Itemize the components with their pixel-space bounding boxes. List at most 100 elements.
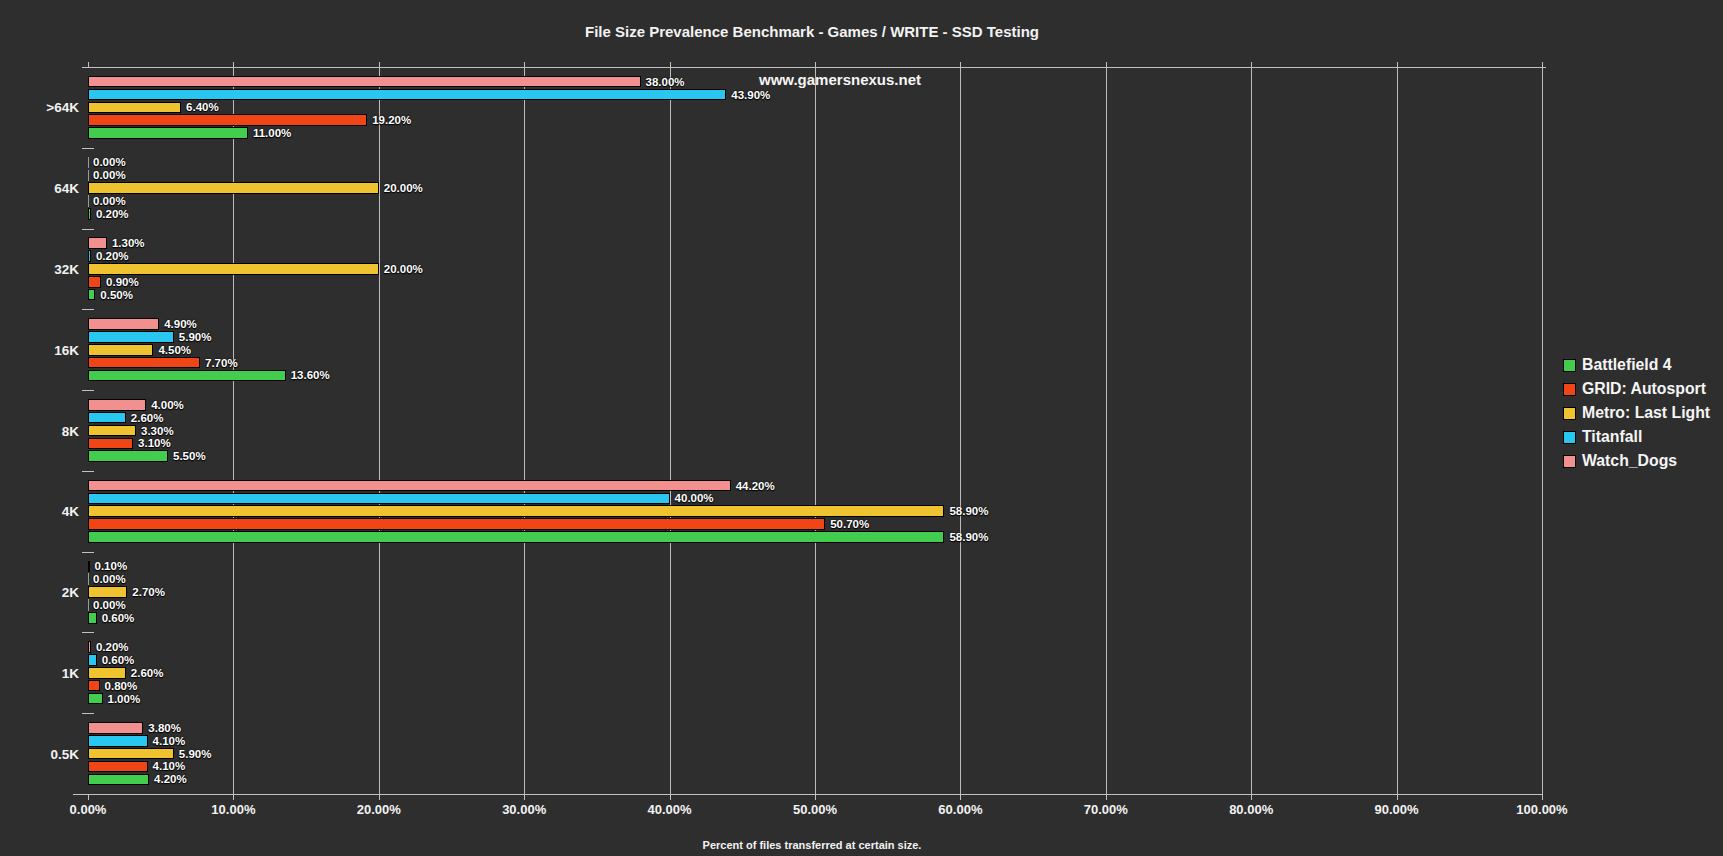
legend-item: Titanfall [1563,428,1642,446]
gridline [379,67,380,794]
category-label: 4K [0,504,79,519]
value-label: 4.50% [158,344,191,356]
top-axis-tick [1542,62,1543,67]
x-tick-label: 90.00% [1375,802,1419,817]
bar-Titanfall-4K [88,493,670,505]
value-label: 38.00% [646,76,685,88]
bar-Battlefield 4-64K [88,208,91,220]
x-axis-tick [1251,794,1252,800]
gridline [815,67,816,794]
value-label: 0.20% [96,641,129,653]
value-label: 4.10% [153,760,186,772]
top-axis-line [82,67,1546,68]
y-axis-tick [82,309,94,310]
category-label: 0.5K [0,746,79,761]
bar-Metro: Last Light-8K [88,425,136,437]
legend-label: Titanfall [1582,428,1642,446]
x-axis-tick [1542,794,1543,800]
bar-Watch_Dogs-4K [88,480,731,492]
x-axis-tick [379,794,380,800]
legend-label: Metro: Last Light [1582,404,1710,422]
top-axis-tick [815,62,816,67]
bar-Watch_Dogs-32K [88,237,107,249]
y-axis-tick [82,390,94,391]
legend-label: Watch_Dogs [1582,452,1677,470]
value-label: 0.00% [93,195,126,207]
value-label: 13.60% [291,369,330,381]
value-label: 0.90% [106,276,139,288]
x-tick-label: 20.00% [357,802,401,817]
value-label: 4.20% [154,773,187,785]
category-label: 64K [0,181,79,196]
bar-Watch_Dogs-64K [88,157,89,169]
bar-Battlefield 4-4K [88,531,944,543]
x-axis-tick [524,794,525,800]
x-tick-label: 80.00% [1229,802,1273,817]
top-axis-tick [670,62,671,67]
value-label: 5.50% [173,450,206,462]
bar-GRID: Autosport-1K [88,680,100,692]
x-axis-tick [233,794,234,800]
value-label: 0.10% [95,560,128,572]
y-axis-tick [82,632,94,633]
bar-Battlefield 4-32K [88,289,95,301]
bar-Battlefield 4->64K [88,127,248,139]
value-label: 0.80% [105,680,138,692]
bar-Battlefield 4-8K [88,450,168,462]
value-label: 0.00% [93,156,126,168]
y-axis-tick [82,713,94,714]
bar-GRID: Autosport-8K [88,438,133,450]
x-axis-title: Percent of files transferred at certain … [703,839,922,851]
legend-swatch [1563,383,1576,396]
value-label: 3.80% [148,722,181,734]
x-axis-tick [960,794,961,800]
bar-Watch_Dogs-1K [88,641,91,653]
bar-GRID: Autosport->64K [88,114,367,126]
bar-Battlefield 4-16K [88,370,286,382]
bar-Metro: Last Light-64K [88,182,379,194]
y-axis-tick [82,471,94,472]
value-label: 1.00% [108,693,141,705]
top-axis-tick [379,62,380,67]
bar-Battlefield 4-1K [88,693,103,705]
category-label: 8K [0,423,79,438]
value-label: 20.00% [384,182,423,194]
x-tick-label: 30.00% [502,802,546,817]
value-label: 20.00% [384,263,423,275]
bar-GRID: Autosport-4K [88,518,825,530]
bar-Watch_Dogs-8K [88,399,146,411]
x-tick-label: 0.00% [70,802,107,817]
gridline [1251,67,1252,794]
value-label: 2.60% [131,667,164,679]
bar-Titanfall-2K [88,573,89,585]
value-label: 3.10% [138,437,171,449]
bar-Titanfall-0.5K [88,735,148,747]
bar-Titanfall-8K [88,412,126,424]
gridline [1397,67,1398,794]
bar-GRID: Autosport-0.5K [88,761,148,773]
bar-Titanfall-64K [88,170,89,182]
value-label: 2.70% [132,586,165,598]
value-label: 3.30% [141,425,174,437]
legend-item: Battlefield 4 [1563,356,1672,374]
bar-Battlefield 4-0.5K [88,774,149,786]
value-label: 1.30% [112,237,145,249]
x-tick-label: 40.00% [648,802,692,817]
bar-Titanfall-1K [88,654,97,666]
top-axis-tick [1397,62,1398,67]
legend-swatch [1563,431,1576,444]
gridline [670,67,671,794]
value-label: 43.90% [731,89,770,101]
bar-Watch_Dogs-0.5K [88,722,143,734]
legend-swatch [1563,359,1576,372]
value-label: 0.00% [93,599,126,611]
bar-GRID: Autosport-2K [88,599,89,611]
category-label: 32K [0,261,79,276]
value-label: 40.00% [675,492,714,504]
value-label: 4.90% [164,318,197,330]
x-axis-tick [1397,794,1398,800]
legend-item: GRID: Autosport [1563,380,1706,398]
bar-GRID: Autosport-16K [88,357,200,369]
value-label: 7.70% [205,357,238,369]
bar-GRID: Autosport-64K [88,195,89,207]
